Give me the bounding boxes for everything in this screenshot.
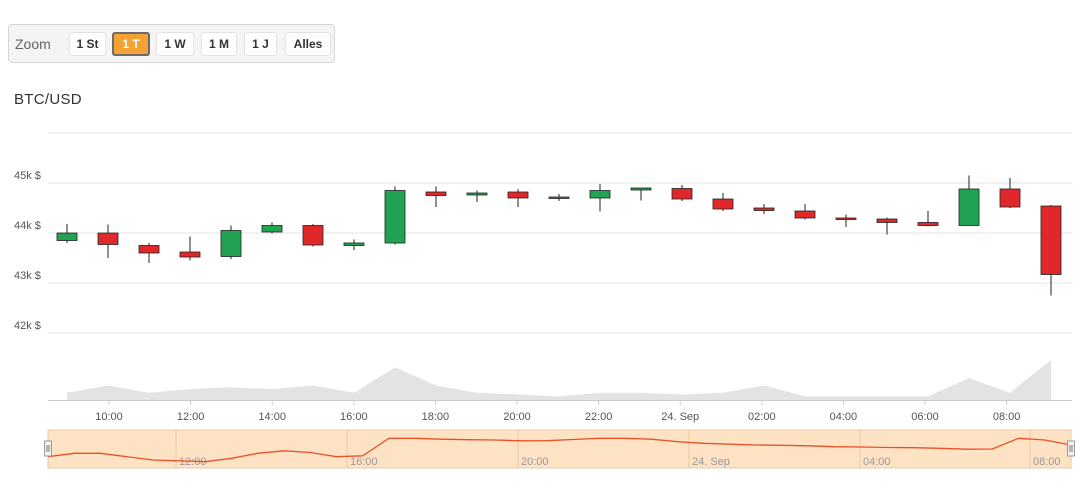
- zoom-1-week-button[interactable]: 1 W: [156, 32, 194, 56]
- grid-lines: [48, 132, 1072, 334]
- navigator-right-handle[interactable]: [1067, 440, 1075, 457]
- zoom-1-year-button[interactable]: 1 J: [244, 32, 277, 56]
- candle: [97, 224, 119, 258]
- candle: [384, 186, 406, 245]
- y-tick-label: 43k $: [14, 270, 41, 282]
- x-tick-label: 20:00: [503, 411, 531, 423]
- candle-up-body: [630, 187, 652, 191]
- x-tick-label: 06:00: [911, 411, 939, 423]
- y-tick-label: 42k $: [14, 320, 41, 332]
- zoom-all-button[interactable]: Alles: [285, 32, 331, 56]
- zoom-1-month-button[interactable]: 1 M: [201, 32, 237, 56]
- candle: [630, 187, 652, 201]
- candle: [343, 239, 365, 250]
- x-tick-label: 10:00: [95, 411, 123, 423]
- candle-down-body: [302, 225, 324, 246]
- zoom-selector: Zoom 1 St 1 T 1 W 1 M 1 J Alles: [8, 24, 335, 63]
- candle: [999, 178, 1021, 208]
- candle: [220, 225, 242, 259]
- x-tick-label: 02:00: [748, 411, 776, 423]
- candle-down-body: [507, 191, 529, 199]
- candle-down-body: [425, 191, 447, 196]
- candle-up-body: [384, 190, 406, 244]
- navigator-tick-label: 04:00: [863, 456, 891, 468]
- x-axis: 10:00 12:00 14:00 16:00 18:00 20:00 22:00 24. S…: [95, 400, 1020, 423]
- candle-down-body: [671, 188, 693, 200]
- navigator-selection: [47, 429, 1072, 469]
- navigator-tick-label: 20:00: [521, 456, 549, 468]
- x-tick-label: 18:00: [422, 411, 450, 423]
- candle: [466, 190, 488, 202]
- candles: [56, 175, 1062, 296]
- candle-up-body: [343, 242, 365, 246]
- candle: [302, 224, 324, 247]
- x-tick-label: 08:00: [993, 411, 1021, 423]
- y-tick-label: 44k $: [14, 220, 41, 232]
- zoom-1-day-button[interactable]: 1 T: [112, 32, 150, 56]
- candle-up-body: [466, 192, 488, 196]
- navigator-series-line: [47, 437, 1072, 463]
- zoom-label: Zoom: [15, 36, 51, 52]
- candle-down-body: [999, 188, 1021, 208]
- candle: [671, 185, 693, 201]
- candle: [425, 186, 447, 207]
- candle-up-body: [220, 230, 242, 257]
- candle: [958, 175, 980, 226]
- candle-up-body: [261, 225, 283, 233]
- zoom-1-hour-button[interactable]: 1 St: [69, 32, 106, 56]
- candle: [179, 236, 201, 261]
- volume-area: [48, 360, 1072, 401]
- navigator-left-handle[interactable]: [44, 440, 52, 457]
- candle-down-body: [753, 207, 775, 211]
- candle: [548, 194, 570, 201]
- y-tick-label: 45k $: [14, 170, 41, 182]
- x-tick-label: 14:00: [258, 411, 286, 423]
- candle: [589, 184, 611, 212]
- x-tick-label: 12:00: [177, 411, 205, 423]
- candle: [261, 222, 283, 234]
- candle-down-body: [138, 245, 160, 254]
- y-axis: 42k $ 43k $ 44k $ 45k $: [14, 170, 41, 332]
- candle: [876, 217, 898, 235]
- x-tick-label: 16:00: [340, 411, 368, 423]
- navigator-tick-label: 24. Sep: [692, 456, 730, 468]
- candle-down-body: [794, 210, 816, 219]
- candle-down-body: [179, 251, 201, 258]
- candle: [712, 193, 734, 211]
- candle-down-body: [835, 217, 857, 220]
- candle-up-body: [56, 232, 78, 241]
- navigator-tick-label: 08:00: [1033, 456, 1061, 468]
- candle: [507, 189, 529, 207]
- candle-down-body: [97, 232, 119, 245]
- candle: [1040, 205, 1062, 296]
- candle: [835, 214, 857, 227]
- candle: [753, 204, 775, 214]
- x-tick-label: 24. Sep: [661, 411, 699, 423]
- candle-up-body: [548, 196, 570, 199]
- x-tick-label: 04:00: [830, 411, 858, 423]
- candle: [56, 224, 78, 243]
- navigator-tick-label: 16:00: [350, 456, 378, 468]
- navigator[interactable]: 12:00 16:00 20:00 24. Sep 04:00 08:00: [44, 429, 1075, 469]
- candle-down-body: [1040, 205, 1062, 275]
- candle-down-body: [876, 218, 898, 223]
- volume-area-shape: [67, 360, 1051, 400]
- chart-title: BTC/USD: [14, 91, 82, 108]
- candle: [917, 211, 939, 227]
- candle-down-body: [917, 222, 939, 226]
- candle-down-body: [712, 198, 734, 210]
- navigator-tick-label: 12:00: [179, 456, 207, 468]
- candle: [794, 204, 816, 220]
- x-tick-label: 22:00: [585, 411, 613, 423]
- candle-up-body: [958, 188, 980, 226]
- candle-up-body: [589, 190, 611, 199]
- candle: [138, 243, 160, 263]
